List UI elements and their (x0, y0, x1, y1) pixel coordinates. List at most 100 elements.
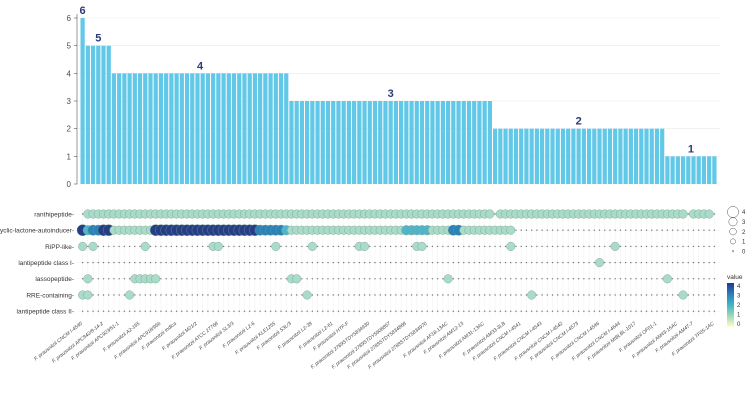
dot-cell-empty (332, 294, 334, 296)
dot-cell-empty (431, 278, 434, 280)
dot-cell-empty (494, 261, 496, 264)
dot-cell-empty (651, 261, 653, 264)
dot-cell-empty (671, 229, 674, 231)
bar (628, 128, 633, 184)
dot-cell-empty (557, 278, 559, 280)
dot-cell-empty (499, 310, 502, 312)
bar (581, 128, 586, 184)
dot-cell-empty (170, 278, 173, 280)
dot-cell-empty (489, 278, 491, 280)
dot-cell-empty (504, 294, 507, 296)
dot-cell-empty (577, 294, 580, 296)
dot-cell-empty (353, 245, 355, 248)
dot-cell-empty (186, 261, 188, 264)
dot-cell-empty (499, 278, 502, 280)
dot-cell-empty (619, 294, 622, 296)
dot-cell-empty (202, 278, 204, 280)
dot-cell-empty (447, 245, 449, 248)
dot-cell-empty (661, 229, 663, 231)
bar (211, 73, 216, 184)
dot-cell-empty (327, 294, 329, 296)
dot-cell-empty (645, 294, 648, 296)
dot-cell-empty (222, 261, 225, 264)
dot-cell-empty (149, 294, 152, 296)
dot-cell-empty (557, 310, 559, 312)
bar (707, 156, 712, 184)
dot-cell (506, 241, 516, 251)
bar-group-label: 2 (576, 116, 582, 128)
dot-cell-empty (645, 310, 648, 312)
dot-cell-empty (374, 310, 376, 312)
dot-cell-empty (583, 310, 585, 312)
dot-cell-empty (155, 294, 157, 296)
dot-cell-empty (222, 278, 225, 280)
bar (550, 128, 555, 184)
dot-cell-empty (259, 245, 261, 248)
dot-cell (678, 209, 688, 219)
dot-cell-empty (259, 294, 261, 296)
bar-group-label: 4 (197, 60, 204, 72)
dot-series (76, 209, 716, 312)
dot-cell-empty (635, 310, 637, 312)
dot-cell-empty (604, 261, 606, 264)
dot-cell (213, 241, 223, 251)
dot-cell-empty (170, 294, 173, 296)
dot-cell-empty (457, 245, 460, 248)
dot-cell-empty (170, 245, 173, 248)
dot-cell-empty (374, 294, 376, 296)
dot-cell-empty (447, 310, 449, 312)
dot-cell-empty (384, 294, 387, 296)
bar (712, 156, 717, 184)
dot-cell-empty (431, 261, 434, 264)
dot-cell-empty (144, 294, 146, 296)
dot-cell-empty (102, 310, 105, 312)
dot-cell-empty (504, 245, 507, 248)
dot-cell-empty (562, 278, 564, 280)
bar (237, 73, 242, 184)
dot-cell-empty (598, 229, 601, 231)
dot-cell (140, 241, 150, 251)
dot-cell-empty (515, 294, 517, 296)
dot-cell-empty (609, 229, 611, 231)
dot-cell-empty (698, 229, 700, 231)
dot-cell-empty (630, 294, 632, 296)
dot-cell-empty (572, 310, 575, 312)
dot-cell-empty (442, 245, 444, 248)
dot-cell-empty (264, 261, 267, 264)
dot-cell-empty (342, 245, 345, 248)
dot-cell-empty (369, 278, 371, 280)
bar-panel: 0 1 2 3 4 5 6 6 5 4 3 2 1 (67, 5, 720, 189)
dot-cell-empty (698, 294, 700, 296)
dot-cell-empty (588, 261, 590, 264)
dot-cell-empty (510, 278, 512, 280)
dot-cell-empty (295, 294, 298, 296)
bar (179, 73, 184, 184)
dot-cell-empty (358, 294, 361, 296)
dot-cell-empty (541, 229, 543, 231)
dot-cell-empty (630, 229, 632, 231)
dot-cell-empty (259, 278, 261, 280)
dot-cell-empty (113, 310, 115, 312)
dot-cell-empty (687, 229, 689, 231)
dot-cell-empty (593, 278, 595, 280)
dot-cell-empty (118, 245, 120, 248)
bar-series (80, 18, 717, 184)
bar (252, 73, 258, 184)
dot-cell-empty (228, 310, 230, 312)
bar (184, 73, 190, 184)
color-legend-tick-label: 3 (737, 294, 741, 300)
dot-cell-empty (348, 261, 350, 264)
dot-cell-empty (583, 245, 585, 248)
dot-cell-empty (113, 294, 115, 296)
dot-cell-empty (494, 245, 496, 248)
dot-cell-empty (525, 229, 528, 231)
bar (487, 101, 492, 184)
dot-cell-empty (598, 278, 601, 280)
dot-cell-empty (160, 245, 162, 248)
dot-cell-empty (212, 310, 214, 312)
dot-cell-empty (369, 310, 371, 312)
bar (101, 45, 106, 184)
bar-group-label: 3 (388, 88, 394, 100)
dot-cell-empty (264, 294, 267, 296)
